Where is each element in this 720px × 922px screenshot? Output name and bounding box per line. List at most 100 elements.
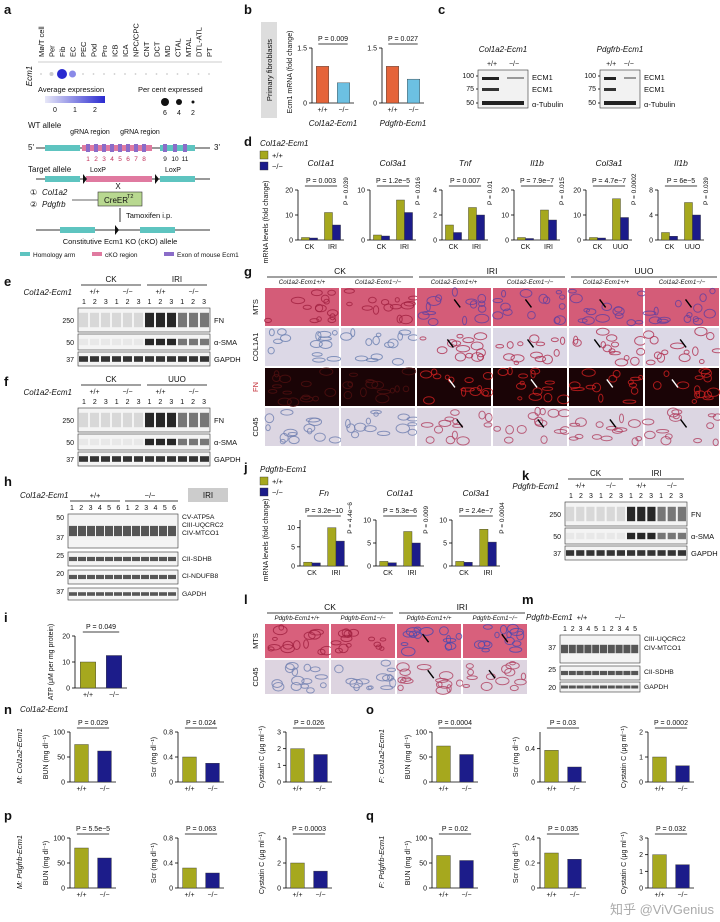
y-tick-label: 20 [62, 634, 70, 641]
cell-type: EC [69, 46, 78, 57]
arrow [524, 298, 532, 308]
x-tick-label: −/− [569, 892, 579, 899]
driver: Pdgfrb [42, 200, 66, 209]
legend-title: Average expression [38, 85, 104, 94]
band [101, 456, 110, 462]
key-swatch [20, 252, 30, 256]
key-label: Homology arm [33, 252, 75, 259]
tissue-texture [367, 685, 374, 690]
exon-number: 11 [182, 156, 189, 163]
protein-label: CIII-UQCRC2 [182, 522, 224, 529]
y-tick-label: 0 [66, 686, 70, 693]
tissue-texture [692, 346, 699, 356]
tissue-texture [327, 317, 337, 324]
band [79, 356, 88, 362]
expression-dot [124, 73, 126, 75]
tissue-texture [268, 328, 275, 337]
band [561, 685, 568, 689]
band [482, 88, 499, 91]
arrow [537, 418, 545, 428]
mw-marker: 250 [62, 318, 74, 325]
band [189, 438, 198, 446]
y-axis-label: Scr (mg dl⁻¹) [513, 843, 520, 883]
tissue-texture [493, 425, 501, 432]
p-value: P = 0.039 [343, 177, 350, 205]
protein-label: GAPDH [691, 549, 718, 558]
y-tick-label: 0 [367, 564, 371, 571]
expression-dot [49, 72, 54, 76]
tissue-texture [353, 422, 367, 432]
tissue-texture [627, 419, 641, 428]
tissue-texture [435, 686, 451, 695]
y-tick-label: 3 [277, 730, 281, 737]
band [677, 550, 686, 556]
p-value: P = 0.0002 [631, 173, 638, 205]
tissue-texture [693, 385, 701, 395]
mw-marker: 20 [56, 571, 64, 578]
tissue-texture [516, 630, 525, 641]
protein-label: FN [214, 416, 224, 425]
tissue-texture [512, 640, 522, 647]
condition: CK [590, 469, 602, 478]
protein-label: α-Tubulin [644, 100, 675, 109]
band [189, 338, 198, 346]
size-key [161, 98, 169, 106]
grna-label: gRNA region [70, 129, 110, 136]
p-value: P = 4.7e−7 [592, 178, 626, 185]
y-tick-label: 50 [419, 861, 427, 868]
tissue-texture [402, 385, 410, 393]
tissue-texture [480, 681, 493, 691]
protein-label: FN [214, 316, 224, 325]
p-value: P = 1.2e−5 [376, 178, 410, 185]
tissue-texture [386, 673, 393, 681]
tissue-texture [483, 640, 491, 647]
arrow [679, 338, 687, 348]
exon-number: 9 [163, 156, 167, 163]
bar [97, 750, 112, 783]
micrograph [569, 328, 643, 366]
band [167, 338, 176, 346]
x-tick-label: IRI [332, 570, 341, 577]
band [586, 532, 595, 540]
tissue-texture [529, 334, 540, 343]
y-tick-label: 2 [433, 213, 437, 220]
tissue-texture [495, 343, 505, 349]
allele-label: Constitutive Ecm1 KO (cKO) allele [63, 237, 178, 246]
band [677, 532, 686, 540]
tissue-texture [622, 399, 637, 404]
tissue-texture [553, 429, 568, 434]
arrow [422, 633, 430, 643]
tissue-texture [375, 393, 390, 404]
tissue-texture [711, 348, 720, 354]
tissue-texture [302, 304, 312, 310]
exon-number: 4 [110, 156, 114, 163]
chart-title: Col1a1 [387, 488, 414, 498]
line-label: Col1a2-Ecm1 [309, 119, 357, 128]
mw-marker: 50 [553, 534, 561, 541]
mw-marker: 250 [62, 418, 74, 425]
x-tick-label: UUO [685, 244, 701, 251]
band [90, 456, 99, 462]
lane-numbers: 1 2 3 4 5 6 1 2 3 4 5 6 [70, 505, 176, 512]
y-tick-label: 0.4 [163, 755, 173, 762]
bar [669, 236, 678, 241]
tissue-texture [507, 367, 513, 376]
band [568, 685, 576, 689]
band [561, 644, 568, 654]
tissue-texture [455, 632, 463, 640]
band [156, 412, 165, 428]
band [637, 550, 646, 556]
expression-dot [208, 73, 210, 75]
tissue-texture [494, 631, 500, 639]
y-axis-label: BUN (mg dl⁻¹) [405, 841, 412, 886]
band [600, 685, 607, 689]
band [79, 312, 88, 328]
tissue-texture [264, 317, 272, 324]
band [568, 670, 576, 676]
band [607, 644, 615, 654]
line-label: Pdgfrb-Ecm1 [512, 482, 559, 491]
tissue-texture [380, 685, 394, 691]
panel-letter: k [522, 468, 530, 483]
y-tick-label: 0 [531, 780, 535, 787]
cell-box [261, 22, 277, 118]
